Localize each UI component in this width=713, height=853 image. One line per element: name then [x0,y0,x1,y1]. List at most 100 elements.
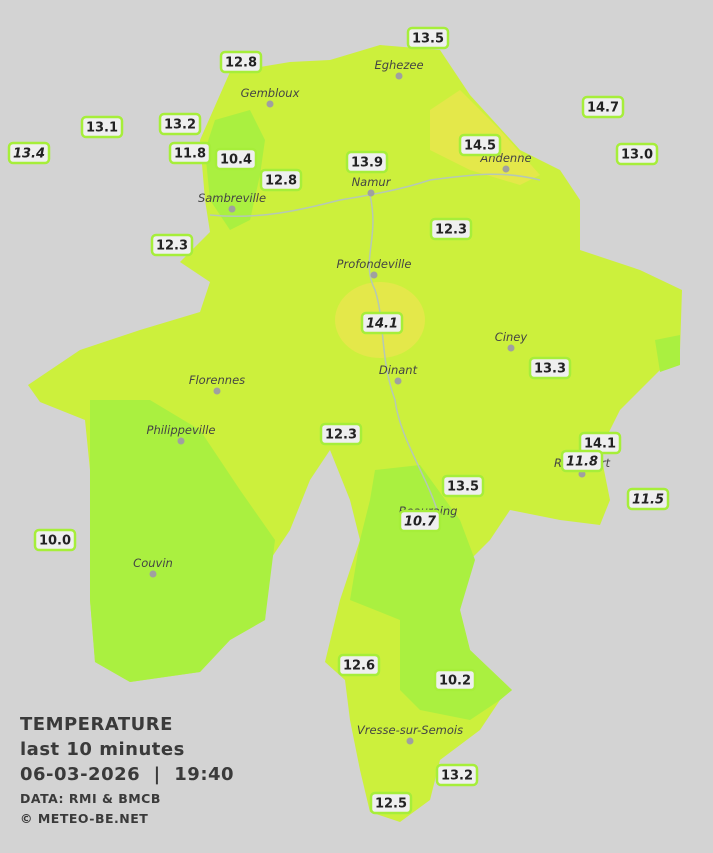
station-box [214,147,258,171]
city-dot [149,570,157,578]
river [209,173,541,521]
station: 12.3 [319,422,363,446]
station: 13.5 [441,474,485,498]
station-box [433,668,477,692]
station-value: 13.4 [13,147,45,162]
station: 13.3 [528,356,572,380]
city-label: Ciney [495,330,528,344]
station: 10.0 [33,528,77,552]
station-value: 11.8 [174,147,206,162]
station-value: 11.5 [632,493,664,508]
station-box [80,115,124,139]
station-box [158,112,202,136]
city-dot [395,72,403,80]
station-box [528,356,572,380]
station-value: 13.5 [447,480,479,495]
station-value: 12.3 [156,239,188,254]
station-box [441,474,485,498]
station: 13.2 [435,763,479,787]
station-value: 12.8 [225,56,257,71]
station-box [219,50,263,74]
station-box [345,150,389,174]
city-label: Vresse-sur-Semois [357,723,463,737]
station: 12.8 [259,168,303,192]
station-value: 12.6 [343,659,375,674]
station: 12.5 [369,791,413,815]
station-box [581,95,625,119]
station: 10.7 [398,509,442,533]
station: 11.5 [626,487,670,511]
station: 13.4 [7,141,51,165]
station: 11.8 [168,141,212,165]
station-box [435,763,479,787]
station-value: 10.4 [220,153,252,168]
station: 13.2 [158,112,202,136]
station-box [360,311,404,335]
city-dot [507,344,515,352]
station: 10.4 [214,147,258,171]
station-box [337,653,381,677]
station: 10.2 [433,668,477,692]
city-label: Couvin [133,556,173,570]
station-value: 13.9 [351,156,383,171]
city-dot [213,387,221,395]
station-box [560,449,604,473]
station-value: 14.1 [584,437,616,452]
legend-title: TEMPERATURE [20,714,173,735]
station: 14.5 [458,133,502,157]
station: 13.9 [345,150,389,174]
city-dot [228,205,236,213]
stations: 13.5 12.8 14.7 13.1 13.2 13.4 11.8 10.4 13.9 14.5… [7,26,670,815]
station-box [33,528,77,552]
cool-zone [350,465,512,720]
station-value: 13.2 [441,769,473,784]
city-dot [394,377,402,385]
station: 11.8 [560,449,604,473]
city-dot [406,737,414,745]
station-box [369,791,413,815]
city-label: Gembloux [241,86,300,100]
station-value: 12.3 [435,223,467,238]
station-value: 12.3 [325,428,357,443]
station-value: 12.5 [375,797,407,812]
station-box [626,487,670,511]
station-value: 11.8 [566,455,598,470]
station: 12.3 [150,233,194,257]
station-value: 12.8 [265,174,297,189]
station: 13.1 [80,115,124,139]
city-label: Profondeville [337,257,412,271]
cool-zone [90,400,275,682]
station-box [259,168,303,192]
station-value: 10.7 [404,515,437,530]
station-value: 14.5 [464,139,496,154]
city-label: Dinant [379,363,418,377]
station: 12.3 [429,217,473,241]
station-value: 13.2 [164,118,196,133]
station-box [458,133,502,157]
city-label: Eghezee [374,58,423,72]
city-dot [367,189,375,197]
city-label: Philippeville [147,423,216,437]
station-box [406,26,450,50]
station-value: 13.3 [534,362,566,377]
city-label: Namur [352,175,392,189]
station-box [319,422,363,446]
legend-credit: © METEO-BE.NET [20,811,148,826]
legend-source: DATA: RMI & BMCB [20,791,161,806]
station-value: 13.1 [86,121,118,136]
legend-subtitle: last 10 minutes [20,739,185,760]
station-value: 14.1 [366,317,398,332]
station: 12.8 [219,50,263,74]
station-box [7,141,51,165]
cool-zone [655,335,680,372]
station: 13.0 [615,142,659,166]
station-box [398,509,442,533]
city-dot [370,271,378,279]
station-value: 13.5 [412,32,444,47]
legend-datetime: 06-03-2026 | 19:40 [20,764,234,785]
station-box [168,141,212,165]
city-label: Florennes [189,373,245,387]
station: 12.6 [337,653,381,677]
city-dot [502,165,510,173]
